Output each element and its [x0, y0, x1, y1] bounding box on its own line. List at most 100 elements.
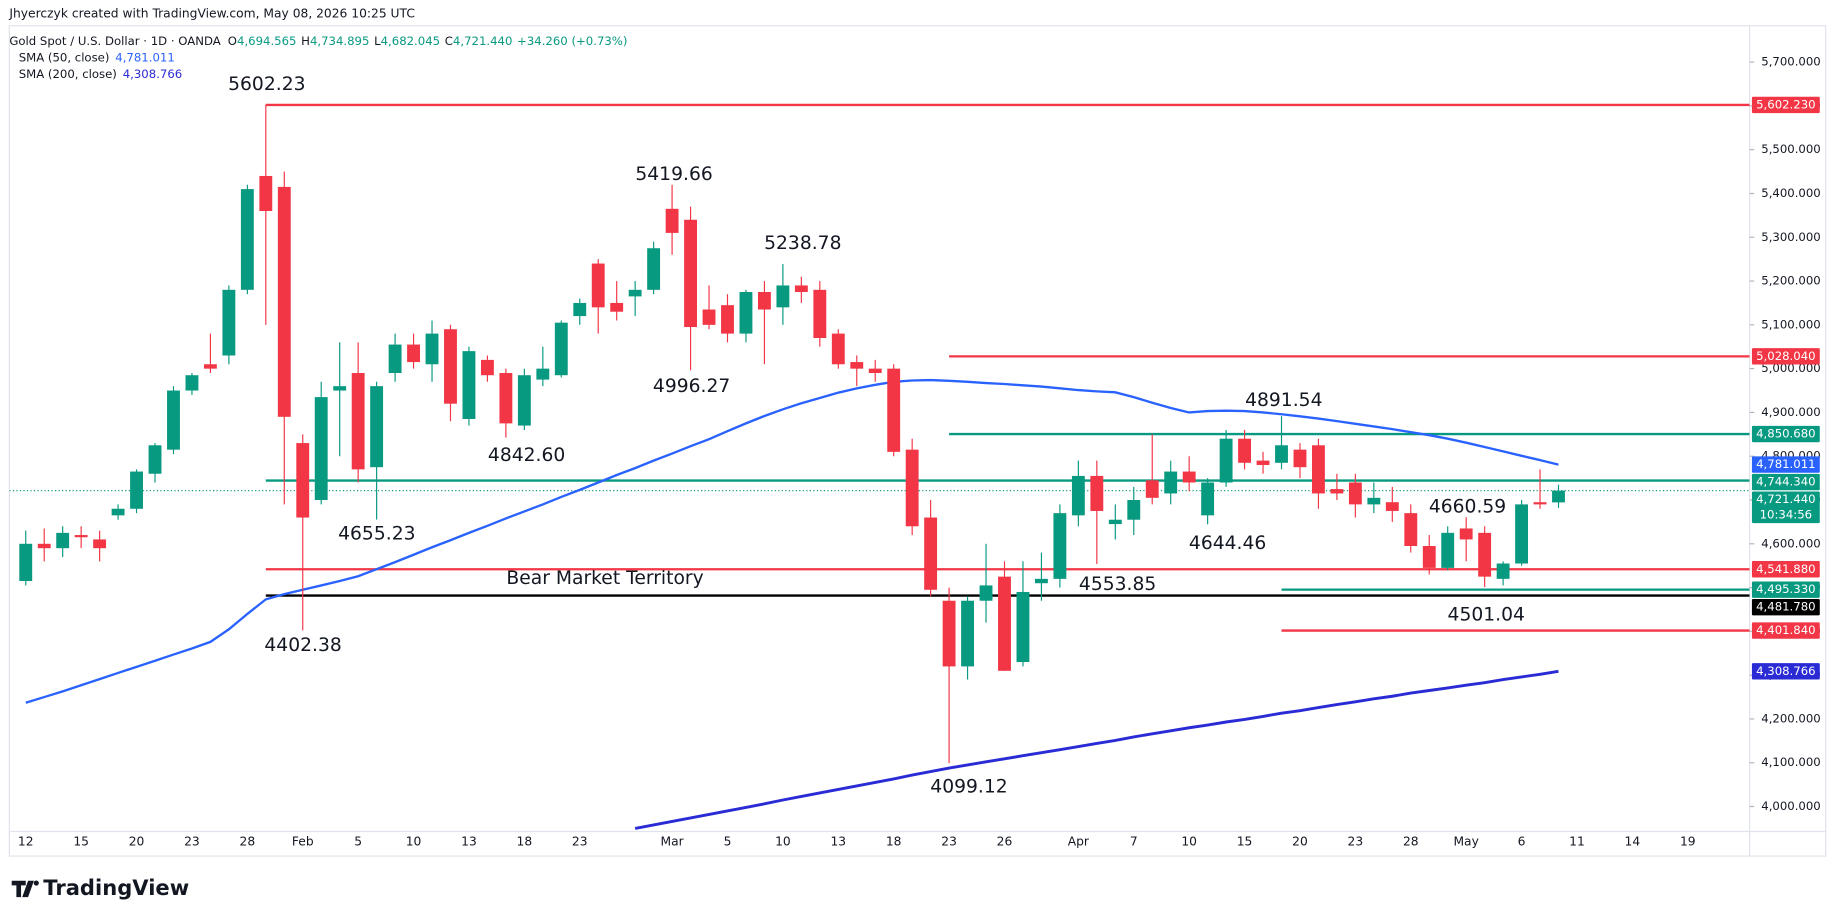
symbol-title: Gold Spot / U.S. Dollar · 1D · OANDA: [9, 33, 220, 47]
price-label: 10:34:56: [1760, 507, 1812, 521]
annotation: 4501.04: [1448, 604, 1525, 625]
candle-body: [573, 302, 587, 317]
candle: [259, 104, 273, 325]
x-tick-label: 10: [775, 835, 791, 849]
watermark: Jhyerczyk created with TradingView.com, …: [8, 7, 415, 21]
indicator-value: 4,308.766: [123, 66, 182, 80]
candle: [979, 543, 993, 623]
candle-body: [222, 289, 236, 356]
candle: [905, 438, 919, 536]
candle: [93, 530, 107, 562]
candle: [591, 259, 605, 334]
x-tick-label: 5: [354, 835, 362, 849]
candle-body: [536, 368, 550, 380]
candle: [887, 364, 901, 457]
candle-body: [296, 443, 310, 518]
x-tick-label: 26: [997, 835, 1013, 849]
candle: [739, 289, 753, 343]
candle: [462, 346, 476, 426]
indicator-legend: SMA (200, close) 4,308.766: [19, 66, 182, 80]
x-tick-label: 5: [724, 835, 732, 849]
indicator-value: 4,781.011: [115, 50, 174, 64]
candle-body: [259, 175, 273, 211]
candle: [277, 171, 291, 505]
candle: [1053, 504, 1067, 588]
candle-body: [517, 375, 531, 426]
ohlc-value: 4,694.565: [237, 33, 296, 47]
price-label-box: [1751, 561, 1820, 578]
candle: [850, 355, 864, 387]
annotation: 4996.27: [653, 376, 730, 397]
candle-body: [1330, 489, 1344, 494]
candle-body: [665, 208, 679, 233]
candle-body: [203, 364, 217, 369]
candle-body: [1108, 519, 1122, 525]
candle: [942, 587, 956, 764]
brand-icon: [11, 880, 34, 898]
candle-body: [1127, 500, 1141, 520]
candle: [1127, 486, 1141, 536]
candle: [1496, 561, 1510, 586]
candle: [333, 342, 347, 457]
price-label: 4,721.440: [1756, 492, 1815, 506]
candle: [1478, 526, 1492, 588]
candle: [554, 320, 568, 378]
annotation: Bear Market Territory: [506, 568, 703, 589]
candle: [628, 281, 642, 317]
brand-icon-dot: [33, 880, 39, 886]
candle: [1552, 484, 1565, 508]
candle-body: [942, 600, 956, 667]
annotation: 5419.66: [635, 164, 712, 185]
candle-body: [850, 362, 864, 369]
candle-body: [370, 386, 384, 468]
x-tick-label: 15: [1237, 835, 1253, 849]
candle: [56, 526, 70, 557]
price-label-box: [1751, 456, 1820, 473]
price-label-box: [1751, 473, 1820, 491]
candle-body: [702, 309, 716, 325]
candle: [1330, 473, 1344, 501]
y-tick-label: 4,600.000: [1761, 536, 1820, 550]
candle-body: [480, 359, 494, 376]
candle-body: [1053, 513, 1067, 579]
candle: [721, 294, 734, 343]
candle-body: [776, 285, 790, 308]
candle-body: [130, 471, 143, 509]
candle: [1182, 456, 1196, 492]
candle: [425, 320, 439, 382]
candle-body: [277, 186, 291, 417]
candle: [647, 241, 661, 295]
price-label-box: [1751, 348, 1820, 365]
candle: [1201, 478, 1215, 525]
price-label: 4,850.680: [1756, 427, 1815, 441]
candle: [868, 359, 882, 382]
candle: [480, 355, 494, 382]
candle: [794, 276, 808, 303]
candle: [517, 368, 531, 430]
candle-body: [1348, 482, 1362, 505]
candle: [1533, 469, 1547, 509]
candle-body: [1533, 502, 1547, 505]
candle-body: [1256, 460, 1270, 465]
candle: [185, 373, 199, 395]
price-label-box: [1751, 581, 1820, 598]
price-label: 4,401.840: [1756, 623, 1815, 637]
ohlc-key: O: [228, 33, 237, 47]
candle-body: [757, 292, 771, 310]
candle-body: [74, 535, 88, 538]
candle-body: [1071, 475, 1085, 516]
candle: [1348, 473, 1362, 518]
x-tick-label: 14: [1625, 835, 1641, 849]
candle-body: [1201, 482, 1215, 516]
candle: [388, 333, 402, 382]
y-tick-label: 4,200.000: [1761, 711, 1820, 725]
price-label: 4,495.330: [1756, 582, 1815, 596]
candle: [240, 184, 254, 295]
x-tick-label: 23: [572, 835, 588, 849]
candle-body: [93, 539, 107, 549]
candle-body: [961, 600, 975, 667]
candle: [37, 528, 51, 562]
candle-body: [628, 289, 642, 297]
candle-body: [979, 585, 993, 601]
candle: [757, 281, 771, 365]
